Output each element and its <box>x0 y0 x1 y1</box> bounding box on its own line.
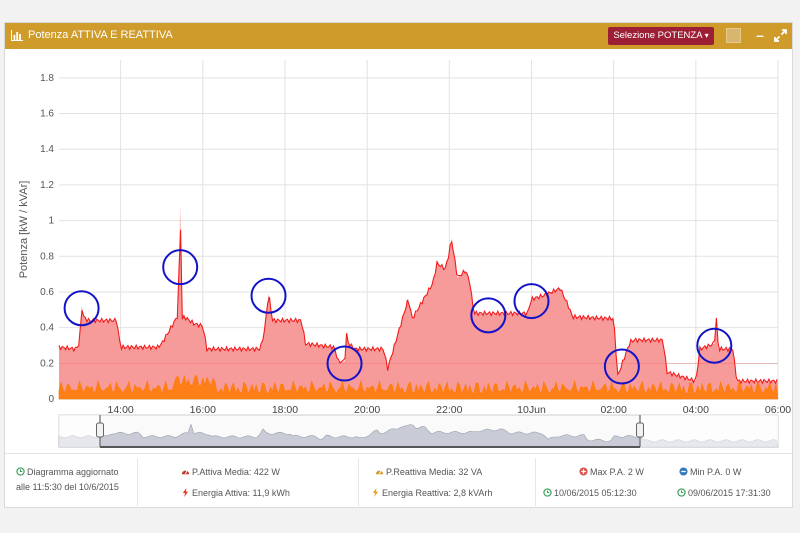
highlight-circle <box>63 290 100 327</box>
highlight-circle <box>470 297 507 334</box>
footer-divider <box>535 458 536 506</box>
update-info: Diagramma aggiornato alle 11:5:30 del 10… <box>5 454 137 510</box>
clock-icon <box>677 488 686 497</box>
min-active-power: Min P.A. 0 W <box>690 467 742 477</box>
active-power-line <box>58 229 778 385</box>
navigator-handle-left[interactable] <box>96 422 104 438</box>
min-timestamp: 09/06/2015 17:31:30 <box>688 488 771 498</box>
clock-icon <box>16 467 25 476</box>
caret-down-icon: ▾ <box>704 31 709 40</box>
y-axis-label: Potenza [kW / kVAr] <box>18 181 30 279</box>
active-power-area <box>59 206 778 399</box>
x-tick-label: 20:00 <box>354 404 380 416</box>
max-active-power: Max P.A. 2 W <box>590 467 644 477</box>
min-max-stats: Max P.A. 2 W Min P.A. 0 W 10/06/2015 05:… <box>536 454 794 510</box>
panel-header: Potenza ATTIVA E REATTIVA Selezione POTE… <box>5 23 792 49</box>
gauge-icon <box>181 469 190 475</box>
power-panel: Potenza ATTIVA E REATTIVA Selezione POTE… <box>4 22 793 508</box>
bolt-icon <box>372 488 379 497</box>
y-tick-label: 0.4 <box>40 323 54 334</box>
navigator-mask-right <box>640 415 778 447</box>
y-tick-label: 1.8 <box>40 73 54 84</box>
highlight-circle <box>326 345 363 382</box>
max-timestamp: 10/06/2015 05:12:30 <box>554 488 637 498</box>
x-tick-label: 02:00 <box>601 404 627 416</box>
navigator-mask-left <box>59 415 100 447</box>
color-picker-button[interactable] <box>726 28 741 43</box>
bolt-icon <box>182 488 189 497</box>
highlight-circle <box>603 348 640 385</box>
stats-footer: Diagramma aggiornato alle 11:5:30 del 10… <box>5 453 792 510</box>
minus-circle-icon <box>679 467 688 476</box>
select-power-label: Selezione POTENZA <box>613 30 703 41</box>
y-tick-label: 0.8 <box>40 251 54 262</box>
minimize-icon[interactable]: – <box>756 27 764 43</box>
x-tick-label: 10Jun <box>517 404 546 416</box>
plus-circle-icon <box>579 467 588 476</box>
x-tick-label: 14:00 <box>107 404 133 416</box>
expand-icon[interactable] <box>773 28 788 43</box>
panel-title: Potenza ATTIVA E REATTIVA <box>28 29 173 41</box>
y-tick-label: 1.4 <box>40 144 54 155</box>
highlight-circle <box>696 327 733 364</box>
updated-line-1: Diagramma aggiornato <box>27 467 119 477</box>
active-energy: Energia Attiva: 11,9 kWh <box>192 488 290 498</box>
navigator-handle-right[interactable] <box>636 422 644 438</box>
highlight-circle <box>513 283 550 320</box>
power-chart[interactable]: 0 0.2 0.4 0.6 0.8 1 1.2 1.4 1.6 1.8 14:00 16:00 18:0… <box>5 23 792 453</box>
highlight-circle <box>250 277 287 314</box>
updated-line-2: alle 11:5:30 del 10/6/2015 <box>16 482 119 492</box>
x-tick-label: 06:00 <box>765 404 791 416</box>
y-tick-label: 0.6 <box>40 287 54 298</box>
footer-divider <box>137 458 138 506</box>
y-tick-label: 0.2 <box>40 358 54 369</box>
y-tick-label: 1.2 <box>40 180 54 191</box>
footer-divider <box>358 458 359 506</box>
reactive-power-area <box>58 374 779 400</box>
x-tick-label: 22:00 <box>436 404 462 416</box>
highlight-circle <box>162 249 199 286</box>
reactive-power-average: P.Reattiva Media: 32 VA <box>386 467 483 477</box>
y-tick-label: 1.6 <box>40 109 54 120</box>
x-tick-label: 16:00 <box>190 404 216 416</box>
reactive-power-stats: P.Reattiva Media: 32 VA Energia Reattiva… <box>359 454 535 510</box>
y-tick-label: 1 <box>48 216 54 227</box>
active-power-stats: P.Attiva Media: 422 W Energia Attiva: 11… <box>138 454 358 510</box>
active-power-average: P.Attiva Media: 422 W <box>192 467 280 477</box>
gauge-icon <box>375 469 384 475</box>
y-tick-label: 0 <box>48 394 54 405</box>
bar-chart-icon <box>11 30 23 41</box>
x-tick-label: 04:00 <box>683 404 709 416</box>
clock-icon <box>543 488 552 497</box>
x-tick-label: 18:00 <box>272 404 298 416</box>
reactive-energy: Energia Reattiva: 2,8 kVArh <box>382 488 493 498</box>
select-power-dropdown[interactable]: Selezione POTENZA ▾ <box>608 27 714 45</box>
